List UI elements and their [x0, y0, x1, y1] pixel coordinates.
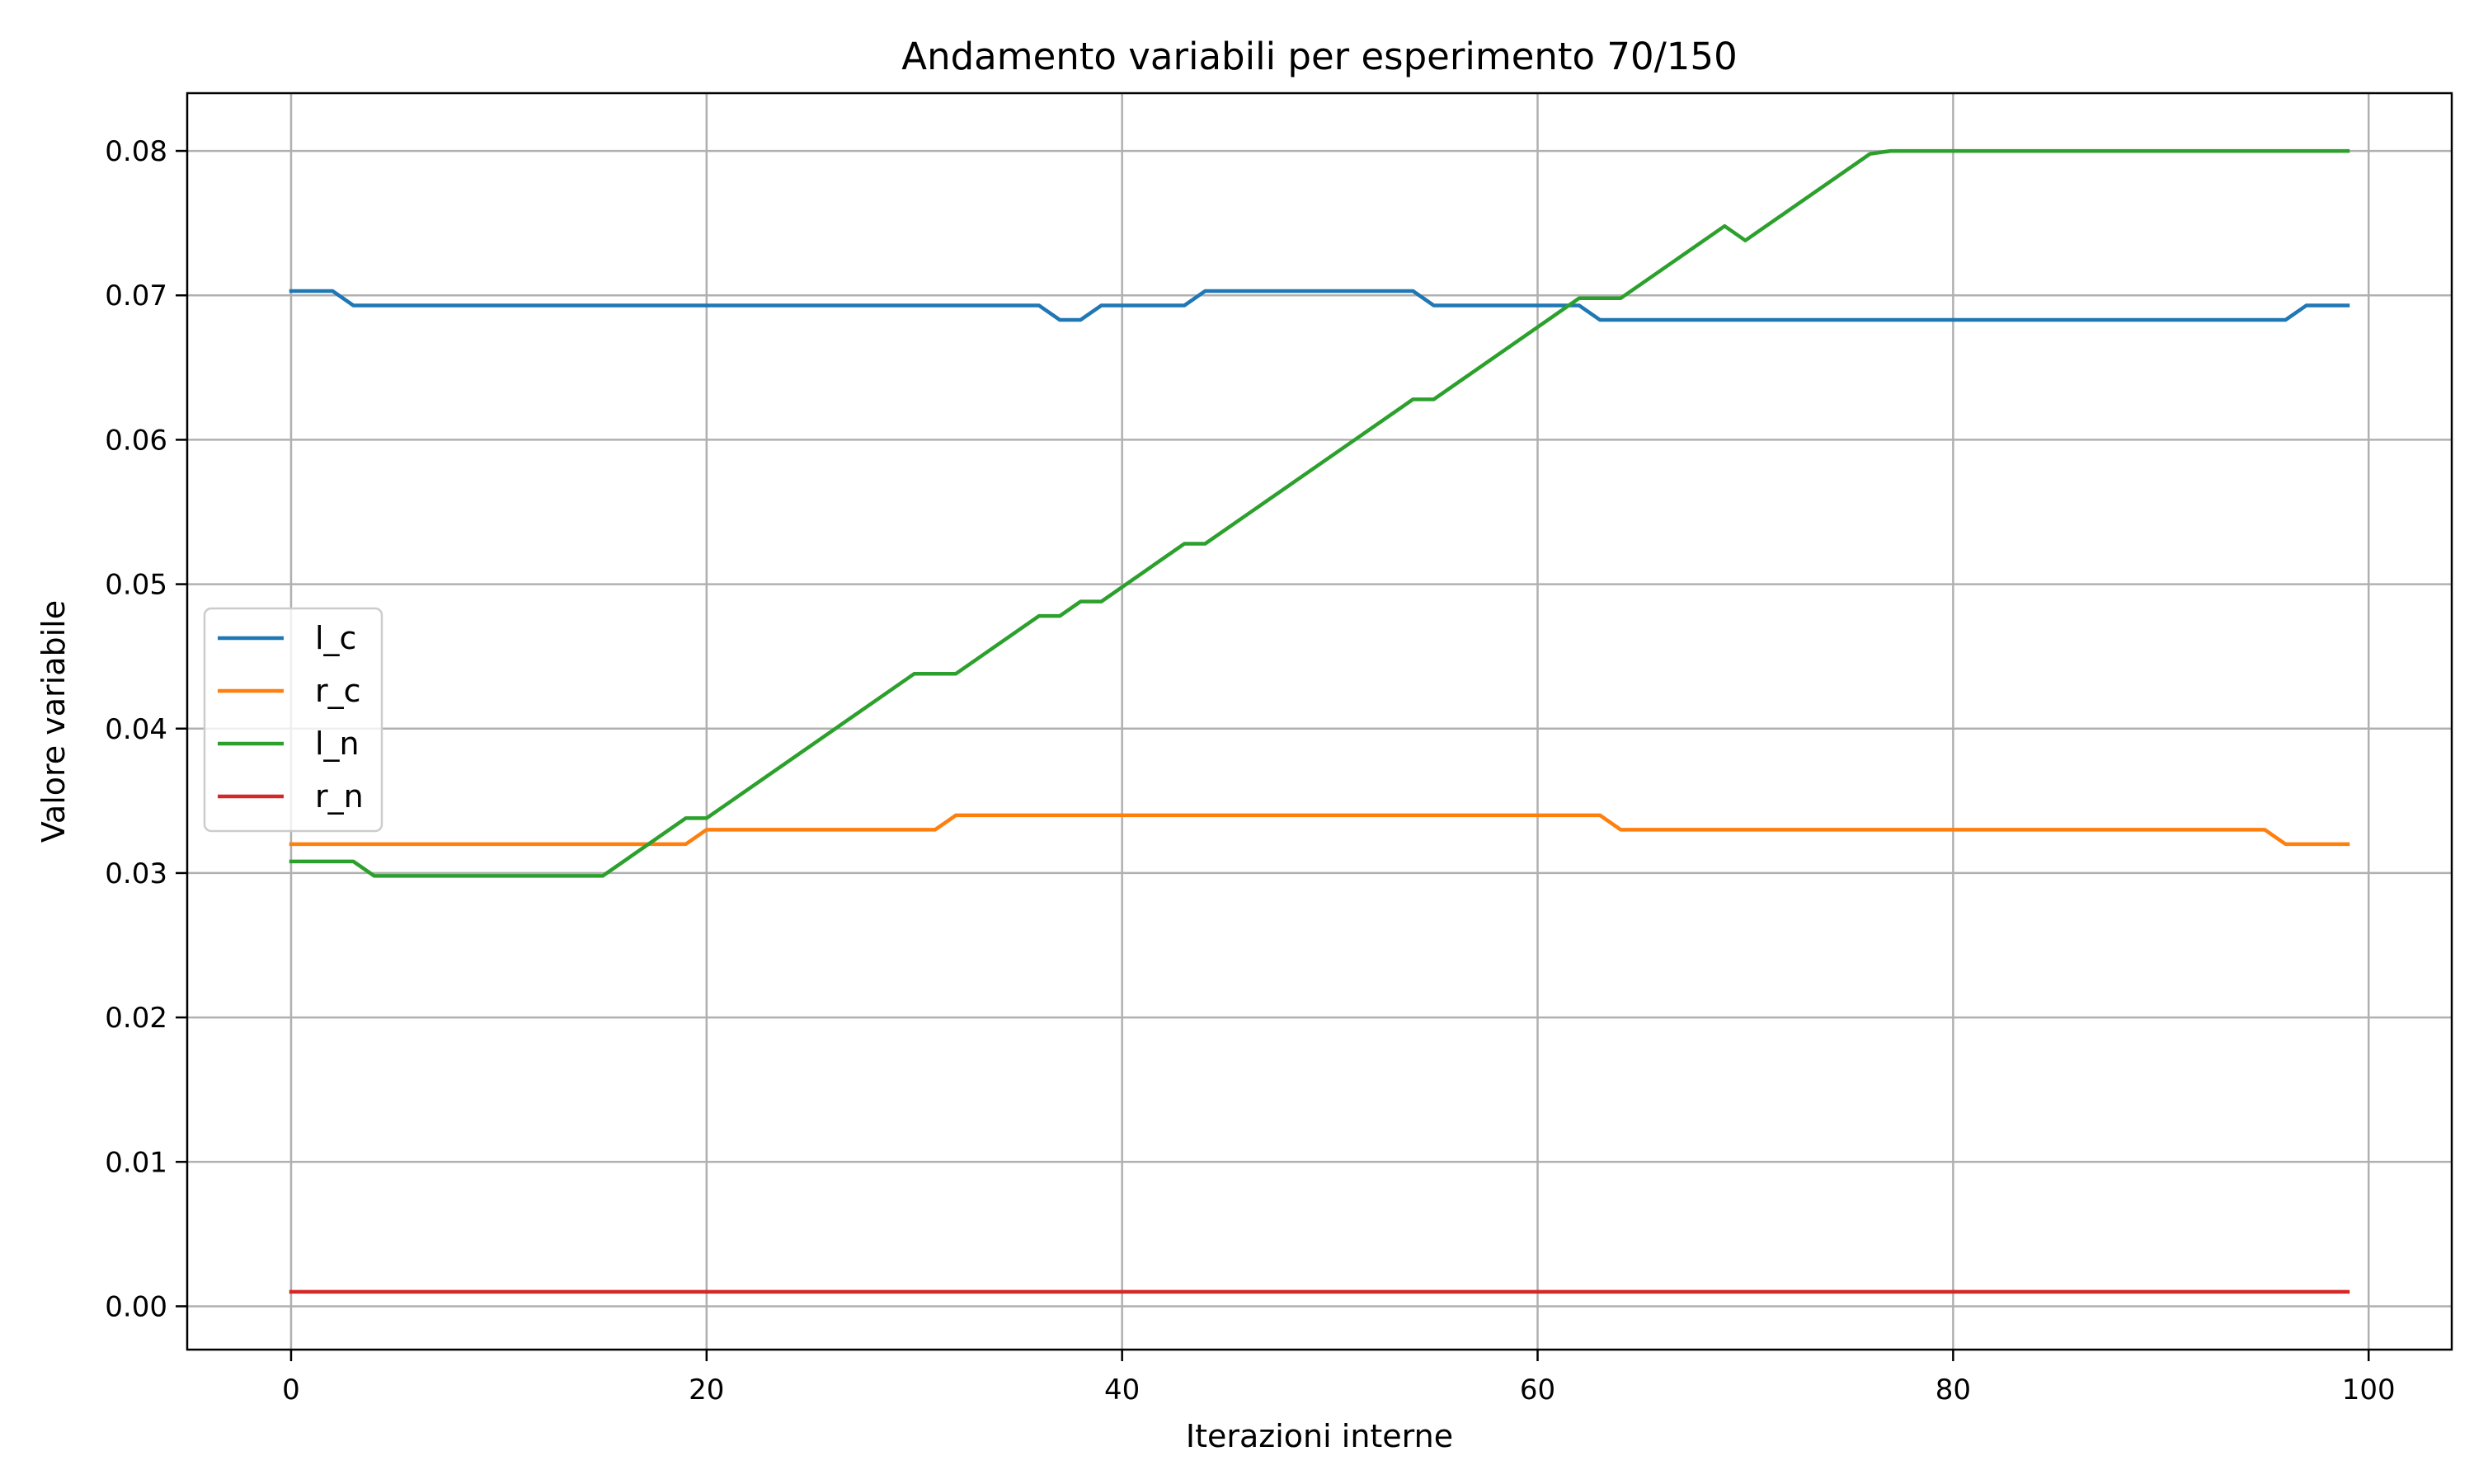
series-line-r-c [289, 813, 2350, 847]
legend-box [203, 607, 383, 833]
series-line-l-c [289, 289, 2350, 322]
series-lines [289, 148, 2350, 1294]
y-tick-label: 0.04 [105, 713, 167, 746]
series-line-l-n [289, 148, 2350, 878]
legend-label-r-c: r_c [315, 673, 361, 709]
legend-label-l-c: l_c [315, 620, 356, 656]
y-tick-label: 0.07 [105, 279, 167, 312]
x-axis-label: Iterazioni interne [1186, 1418, 1453, 1454]
grid-lines [187, 93, 2452, 1350]
x-tick-label: 0 [282, 1374, 300, 1407]
y-tick-label: 0.06 [105, 424, 167, 457]
legend: l_c r_c l_n r_n [203, 607, 383, 833]
y-tick-label: 0.00 [105, 1290, 167, 1323]
y-tick-label: 0.01 [105, 1146, 167, 1179]
chart-title: Andamento variabili per esperimento 70/1… [901, 35, 1737, 78]
y-tick-label: 0.08 [105, 135, 167, 168]
x-tick-label: 80 [1935, 1374, 1971, 1407]
y-tick-label: 0.02 [105, 1002, 167, 1035]
x-tick-label: 100 [2342, 1374, 2396, 1407]
x-tick-label: 60 [1520, 1374, 1555, 1407]
y-tick-label: 0.03 [105, 857, 167, 890]
plot-frame [186, 92, 2453, 1351]
legend-label-l-n: l_n [315, 726, 360, 762]
x-tick-label: 20 [689, 1374, 724, 1407]
x-tick-label: 40 [1104, 1374, 1140, 1407]
x-axis-ticks: 0 20 40 60 80 100 [282, 1350, 2396, 1407]
y-axis-label: Valore variabile [35, 600, 72, 843]
legend-label-r-n: r_n [315, 778, 364, 815]
y-tick-label: 0.05 [105, 569, 167, 602]
y-axis-ticks: 0.00 0.01 0.02 0.03 0.04 0.05 0.06 0.07 0.08 [105, 135, 187, 1323]
